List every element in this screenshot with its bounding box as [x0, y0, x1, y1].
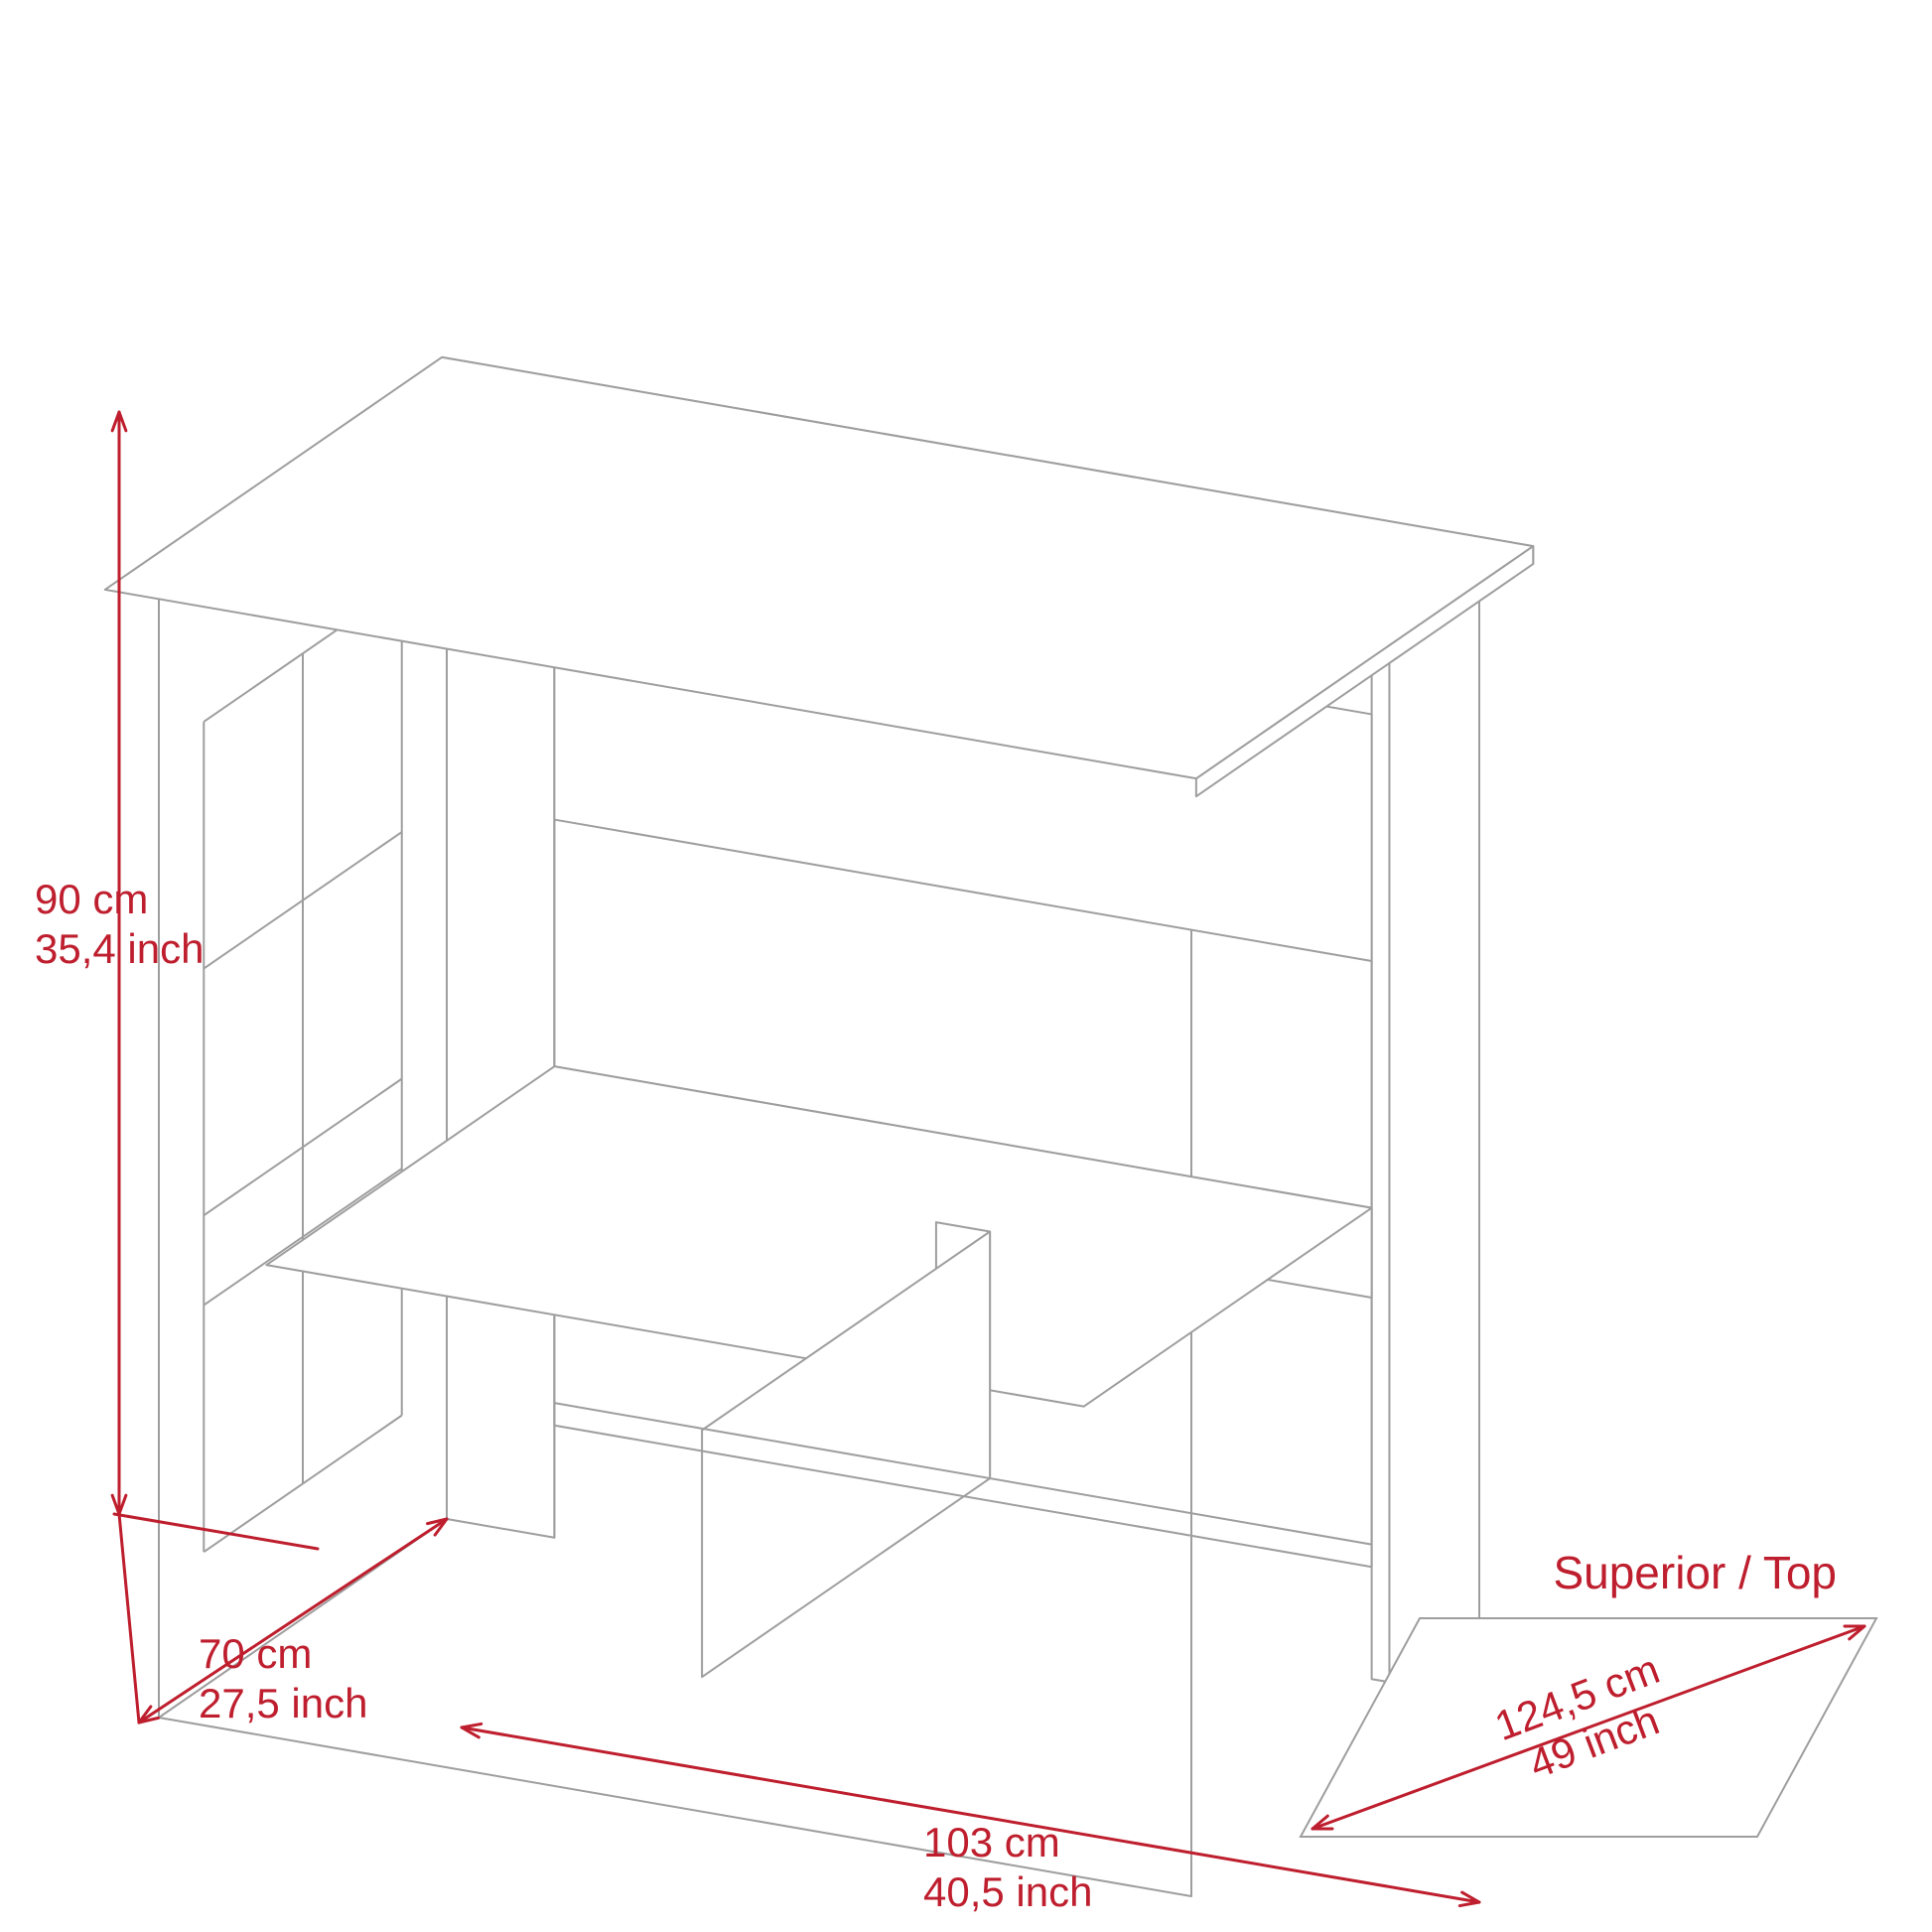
dim-width-cm: 103 cm	[923, 1819, 1060, 1865]
inset-title: Superior / Top	[1553, 1547, 1837, 1598]
dim-height-in: 35,4 inch	[35, 925, 204, 972]
dim-depth-cm: 70 cm	[199, 1630, 312, 1677]
dim-width-in: 40,5 inch	[923, 1868, 1092, 1915]
dim-height-cm: 90 cm	[35, 876, 148, 922]
dim-depth-in: 27,5 inch	[199, 1680, 367, 1726]
